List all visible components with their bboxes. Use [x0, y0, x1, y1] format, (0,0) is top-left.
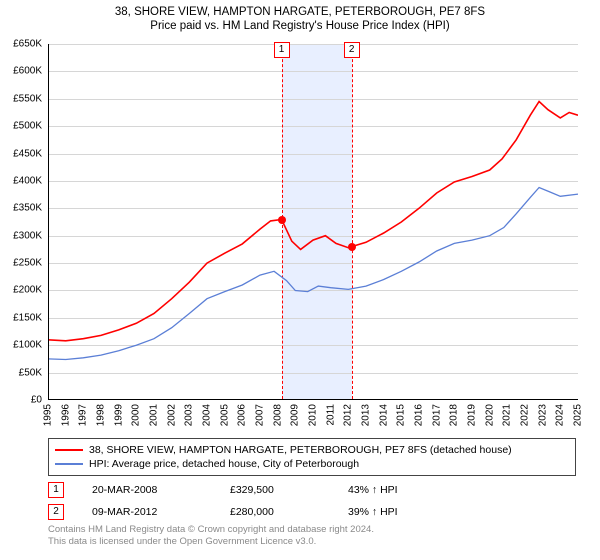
y-tick-label: £500K [0, 121, 42, 132]
x-tick-label: 1997 [78, 404, 89, 426]
y-tick-label: £450K [0, 148, 42, 159]
x-tick-label: 2000 [131, 404, 142, 426]
marker-dot [348, 243, 356, 251]
event-index-box: 2 [48, 504, 64, 520]
y-tick-label: £600K [0, 66, 42, 77]
x-tick-label: 2023 [537, 404, 548, 426]
y-tick-label: £650K [0, 39, 42, 50]
x-tick-label: 1999 [113, 404, 124, 426]
x-tick-label: 2008 [272, 404, 283, 426]
x-tick-label: 2018 [449, 404, 460, 426]
event-price: £280,000 [230, 506, 320, 518]
x-tick-label: 1996 [60, 404, 71, 426]
x-tick-label: 2015 [396, 404, 407, 426]
chart-title-line2: Price paid vs. HM Land Registry's House … [0, 18, 600, 32]
legend-box: 38, SHORE VIEW, HAMPTON HARGATE, PETERBO… [48, 438, 576, 476]
legend-text: 38, SHORE VIEW, HAMPTON HARGATE, PETERBO… [89, 443, 512, 457]
x-tick-label: 2001 [149, 404, 160, 426]
x-tick-label: 2020 [484, 404, 495, 426]
event-row: 2 09-MAR-2012 £280,000 39% ↑ HPI [48, 504, 576, 520]
x-tick-label: 2019 [467, 404, 478, 426]
legend-row: 38, SHORE VIEW, HAMPTON HARGATE, PETERBO… [55, 443, 569, 457]
legend-text: HPI: Average price, detached house, City… [89, 457, 359, 471]
x-tick-label: 2021 [502, 404, 513, 426]
x-tick-label: 2006 [237, 404, 248, 426]
y-tick-label: £0 [0, 395, 42, 406]
marker-label-box: 1 [274, 42, 290, 58]
x-tick-label: 2010 [308, 404, 319, 426]
footer-line: Contains HM Land Registry data © Crown c… [48, 524, 576, 536]
x-tick-label: 2004 [202, 404, 213, 426]
legend-swatch [55, 449, 83, 451]
x-tick-label: 2009 [290, 404, 301, 426]
y-tick-label: £550K [0, 93, 42, 104]
y-tick-label: £50K [0, 367, 42, 378]
x-tick-label: 2017 [431, 404, 442, 426]
x-tick-label: 2016 [414, 404, 425, 426]
chart-container: 38, SHORE VIEW, HAMPTON HARGATE, PETERBO… [0, 0, 600, 560]
y-tick-label: £400K [0, 175, 42, 186]
y-tick-label: £200K [0, 285, 42, 296]
y-tick-label: £100K [0, 340, 42, 351]
chart-area: £0£50K£100K£150K£200K£250K£300K£350K£400… [48, 44, 578, 400]
x-tick-label: 2002 [166, 404, 177, 426]
event-date: 20-MAR-2008 [92, 484, 202, 496]
x-tick-label: 2012 [343, 404, 354, 426]
event-price: £329,500 [230, 484, 320, 496]
event-note: 39% ↑ HPI [348, 506, 398, 518]
x-tick-label: 2022 [520, 404, 531, 426]
x-tick-label: 2014 [378, 404, 389, 426]
x-tick-label: 1995 [43, 404, 54, 426]
plot-frame [48, 44, 578, 400]
x-tick-label: 2011 [325, 404, 336, 426]
x-tick-label: 1998 [96, 404, 107, 426]
marker-dot [278, 216, 286, 224]
legend-swatch [55, 463, 83, 465]
chart-title-line1: 38, SHORE VIEW, HAMPTON HARGATE, PETERBO… [0, 0, 600, 18]
marker-label-box: 2 [344, 42, 360, 58]
y-tick-label: £150K [0, 312, 42, 323]
x-tick-label: 2003 [184, 404, 195, 426]
x-tick-label: 2025 [573, 404, 584, 426]
event-index-box: 1 [48, 482, 64, 498]
event-row: 1 20-MAR-2008 £329,500 43% ↑ HPI [48, 482, 576, 498]
event-note: 43% ↑ HPI [348, 484, 398, 496]
event-table: 1 20-MAR-2008 £329,500 43% ↑ HPI 2 09-MA… [48, 476, 576, 520]
event-date: 09-MAR-2012 [92, 506, 202, 518]
y-tick-label: £300K [0, 230, 42, 241]
footer-attribution: Contains HM Land Registry data © Crown c… [48, 524, 576, 548]
x-tick-label: 2024 [555, 404, 566, 426]
legend-row: HPI: Average price, detached house, City… [55, 457, 569, 471]
x-tick-label: 2007 [255, 404, 266, 426]
y-tick-label: £350K [0, 203, 42, 214]
x-tick-label: 2013 [361, 404, 372, 426]
footer-line: This data is licensed under the Open Gov… [48, 536, 576, 548]
x-tick-label: 2005 [219, 404, 230, 426]
y-tick-label: £250K [0, 258, 42, 269]
